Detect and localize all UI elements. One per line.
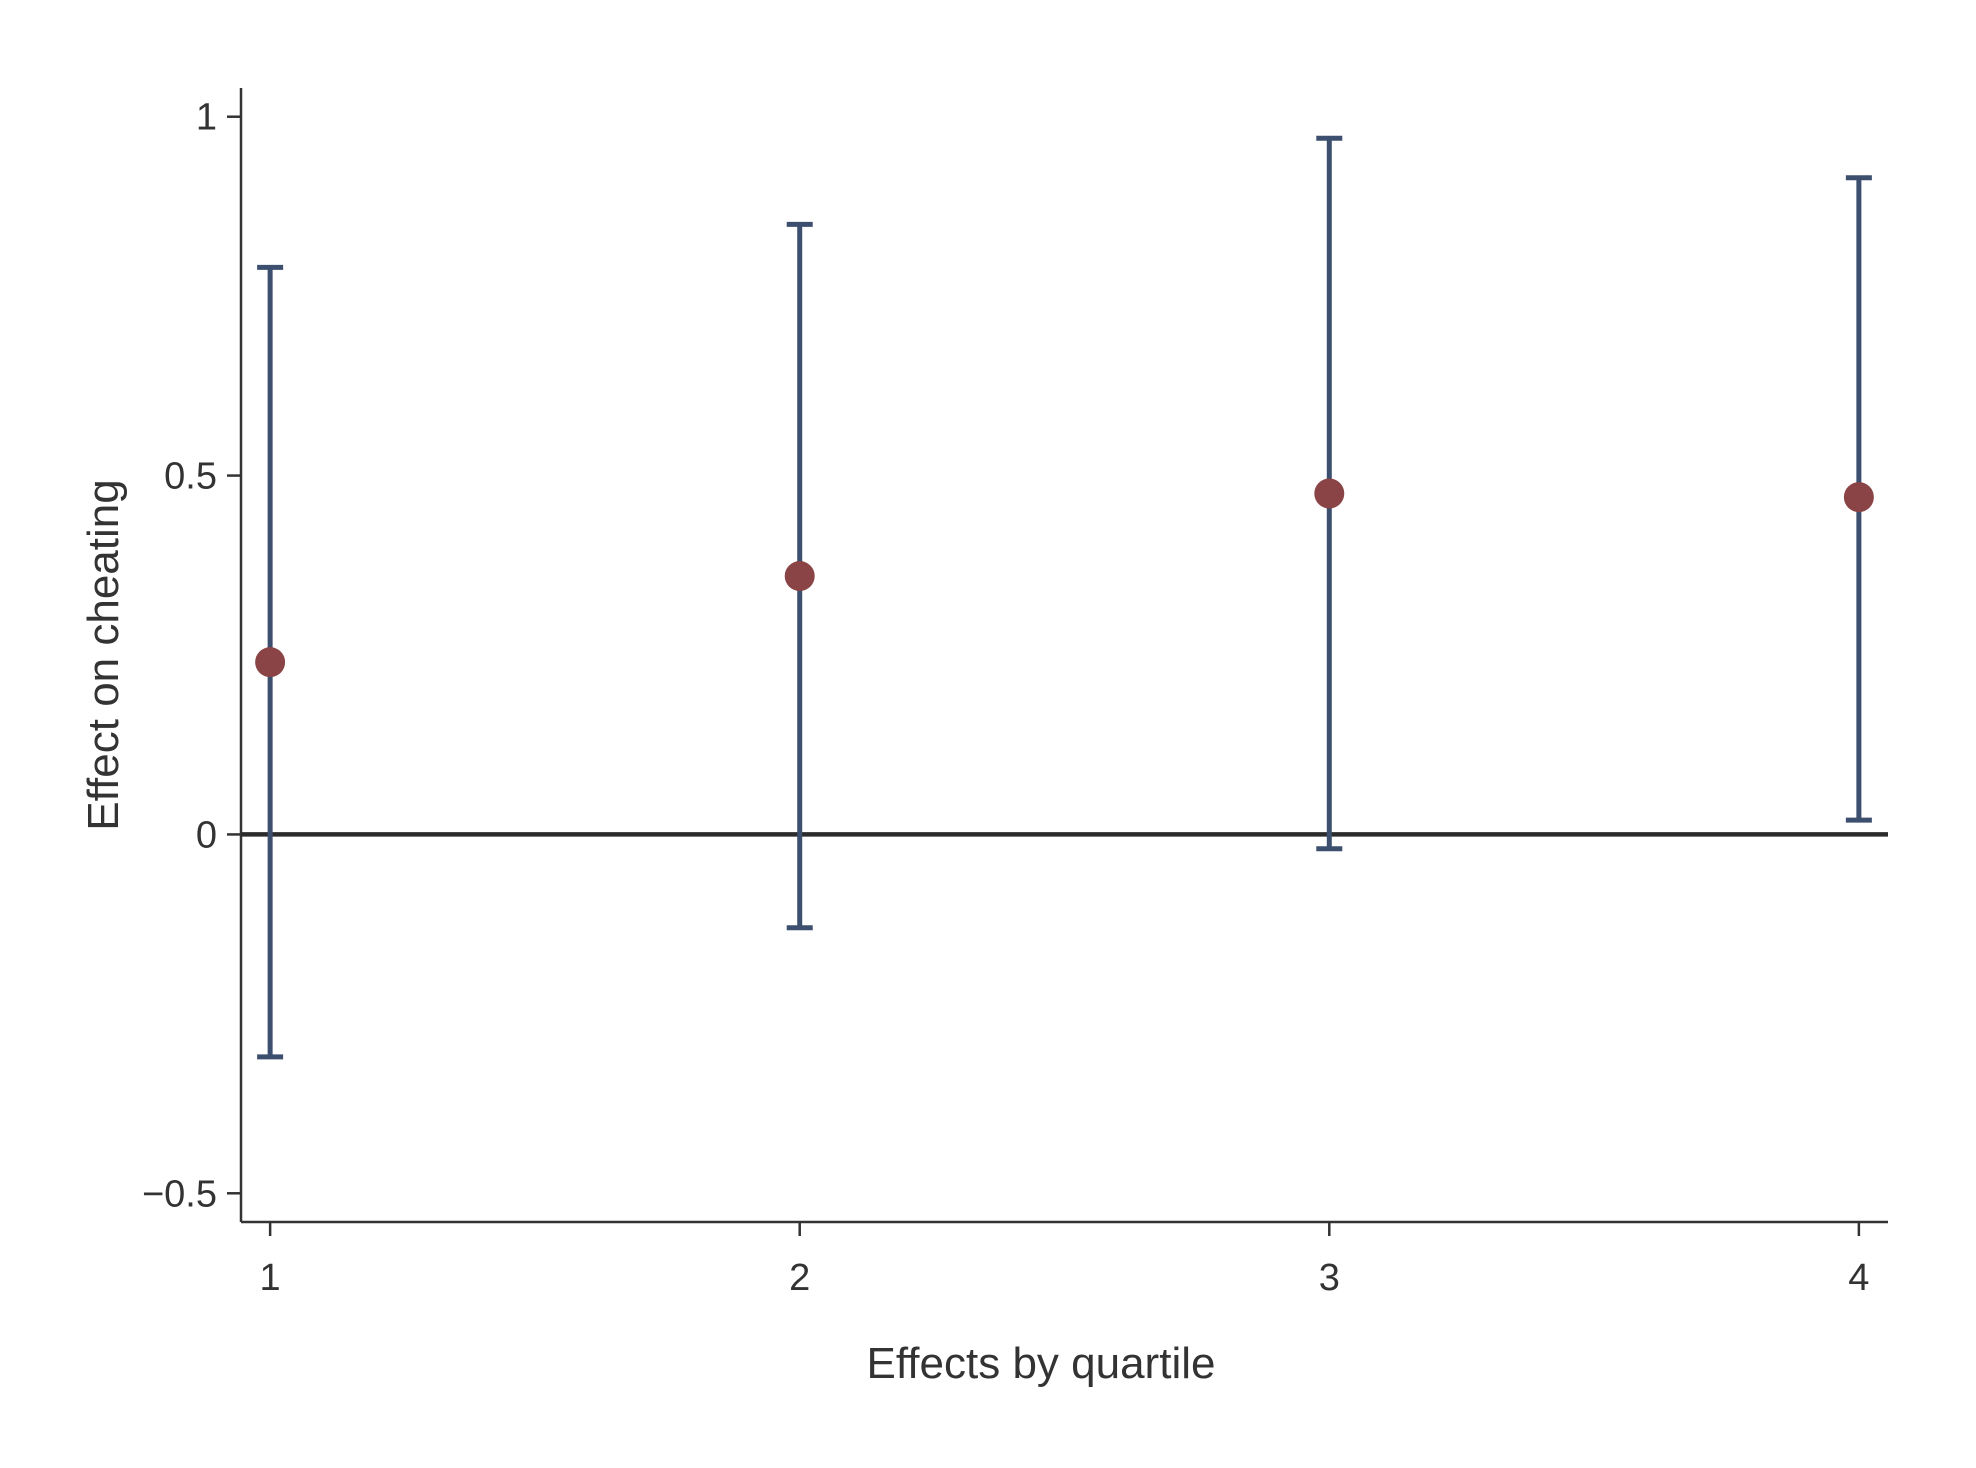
point-estimate-marker bbox=[1314, 478, 1345, 509]
error-bars bbox=[257, 135, 1872, 1060]
y-tick-label: 0 bbox=[196, 814, 217, 856]
point-estimates bbox=[255, 478, 1874, 678]
x-tick-label: 3 bbox=[1319, 1257, 1340, 1299]
x-tick-label: 4 bbox=[1848, 1257, 1869, 1299]
y-tick-label: −0.5 bbox=[142, 1173, 217, 1215]
y-axis-title: Effect on cheating bbox=[79, 479, 128, 830]
point-estimate-marker bbox=[255, 647, 286, 678]
y-tick-label: 1 bbox=[196, 97, 217, 139]
x-tick-label: 1 bbox=[260, 1257, 281, 1299]
x-axis-title: Effects by quartile bbox=[867, 1339, 1216, 1388]
x-tick-label: 2 bbox=[789, 1257, 810, 1299]
y-tick-label: 0.5 bbox=[164, 456, 217, 498]
point-estimate-marker bbox=[1843, 482, 1874, 513]
axes: −0.5 0 0.5 1 1 2 3 4 bbox=[142, 88, 1888, 1299]
point-estimate-marker bbox=[784, 561, 815, 592]
